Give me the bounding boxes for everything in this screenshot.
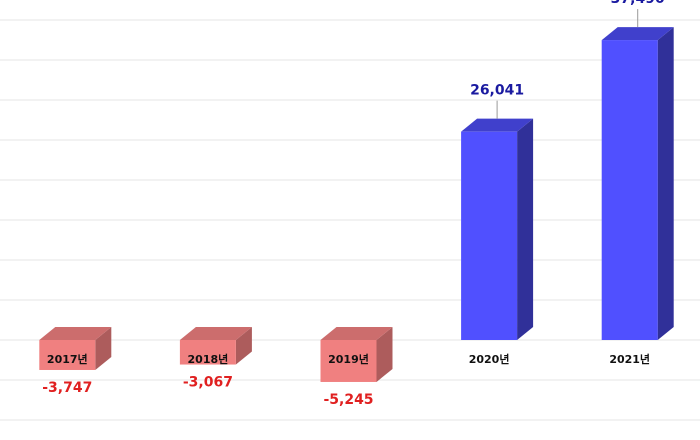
data-label: 37,490 xyxy=(611,0,665,7)
bar xyxy=(461,131,518,340)
bar-side xyxy=(235,327,252,365)
data-label: -3,747 xyxy=(42,380,92,396)
data-label: -3,067 xyxy=(183,375,233,391)
x-tick-label: 2020년 xyxy=(469,352,510,366)
x-tick-label: 2021년 xyxy=(609,352,650,366)
x-tick-label: 2019년 xyxy=(328,352,369,366)
data-label: 26,041 xyxy=(470,83,524,99)
bar xyxy=(320,340,377,382)
bar-top xyxy=(461,118,534,132)
bar-top xyxy=(601,27,674,41)
bar xyxy=(179,340,236,365)
bar xyxy=(601,40,658,341)
bar-side xyxy=(517,118,534,340)
data-label: -5,245 xyxy=(323,392,373,408)
bar-top xyxy=(320,327,393,340)
bar xyxy=(39,340,96,370)
bar-side xyxy=(657,27,674,341)
bar-side xyxy=(95,327,112,370)
x-tick-label: 2018년 xyxy=(188,352,229,366)
bar-top xyxy=(39,327,112,340)
bar-top xyxy=(179,327,252,340)
x-tick-label: 2017년 xyxy=(47,352,88,366)
bar-side xyxy=(376,327,393,382)
